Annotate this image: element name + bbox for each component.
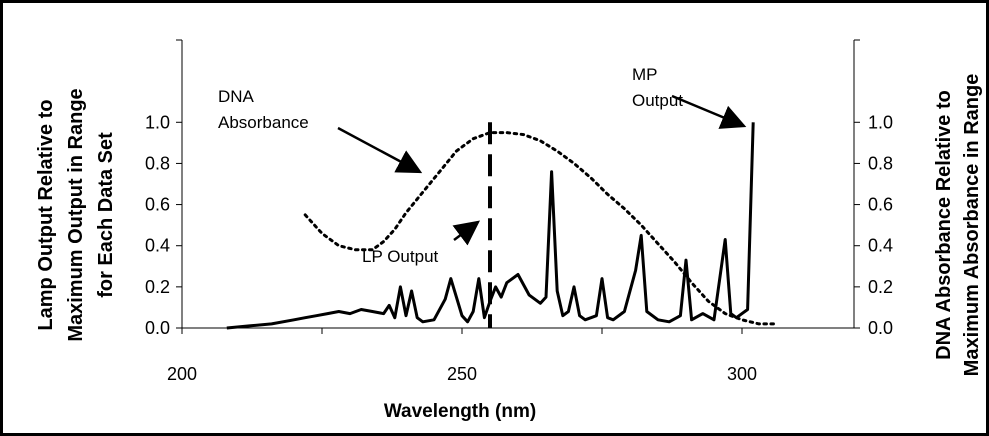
annotation-text: Output xyxy=(632,91,683,110)
annotation-arrow xyxy=(671,94,747,129)
x-tick-label: 250 xyxy=(447,364,477,384)
right-y-tick-label: 0.8 xyxy=(868,153,893,173)
right-axis-title: DNA Absorbance Relative to Maximum Absor… xyxy=(933,74,983,377)
right-y-tick-label: 0.6 xyxy=(868,195,893,215)
annotation-text: LP Output xyxy=(362,247,439,266)
annotation-arrow xyxy=(452,220,480,246)
annotation-text: DNA xyxy=(218,87,255,106)
x-tick-label: 300 xyxy=(727,364,757,384)
x-axis-title: Wavelength (nm) xyxy=(384,401,536,422)
left-y-tick-label: 0.2 xyxy=(145,277,170,297)
left-y-tick-label: 0.6 xyxy=(145,195,170,215)
annotation-text: Absorbance xyxy=(218,113,309,132)
left-axis-title-line-3: for Each Data Set xyxy=(95,132,117,298)
left-y-tick-label: 0.4 xyxy=(145,236,170,256)
right-y-tick-label: 0.2 xyxy=(868,277,893,297)
right-axis-title-line-2: Maximum Absorbance in Range xyxy=(961,74,983,377)
annotation-arrow xyxy=(337,126,423,174)
left-axis-title: Lamp Output Relative to Maximum Output i… xyxy=(35,88,117,341)
x-tick-label: 200 xyxy=(167,364,197,384)
left-y-tick-label: 0.8 xyxy=(145,153,170,173)
left-axis-title-line-1: Lamp Output Relative to xyxy=(35,99,57,330)
left-y-tick-label: 1.0 xyxy=(145,112,170,132)
series-line-1 xyxy=(226,122,755,330)
right-y-tick-label: 0.4 xyxy=(868,236,893,256)
annotation-text: MP xyxy=(632,65,658,84)
right-y-tick-label: 1.0 xyxy=(868,112,893,132)
right-y-tick-label: 0.0 xyxy=(868,318,893,338)
plot-area: 0.0 0.0 0.2 0.2 0.4 0.4 0.6 0.6 0.8 0.8 1.0 1.0 200 2… xyxy=(145,39,893,384)
left-axis-title-line-2: Maximum Output in Range xyxy=(65,88,87,341)
right-axis-title-line-1: DNA Absorbance Relative to xyxy=(933,90,955,360)
series-line-0 xyxy=(303,131,778,326)
left-y-tick-label: 0.0 xyxy=(145,318,170,338)
